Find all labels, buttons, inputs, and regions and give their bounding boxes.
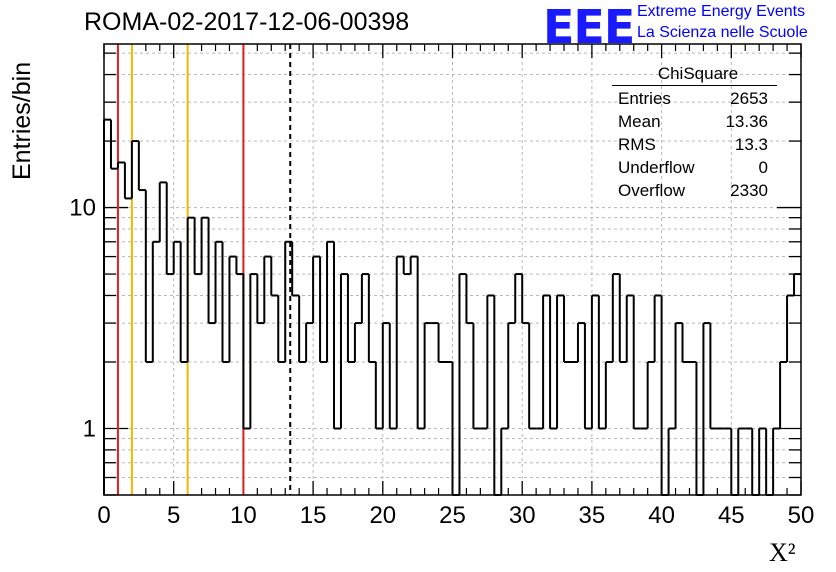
stats-label: RMS — [618, 135, 656, 154]
x-tick-label: 25 — [439, 502, 466, 529]
stats-label: Mean — [618, 112, 661, 131]
stats-separator — [612, 85, 777, 86]
stats-row: Entries 2653 — [609, 89, 777, 112]
x-axis-label: X² — [769, 538, 796, 567]
stats-label: Overflow — [618, 181, 686, 200]
stats-value: 13.3 — [734, 135, 768, 154]
plot-frame — [103, 43, 802, 496]
stats-label: Underflow — [618, 158, 695, 177]
chart-title: ROMA-02-2017-12-06-00398 — [84, 8, 410, 36]
x-tick-label: 10 — [230, 502, 257, 529]
stats-label: Entries — [618, 89, 671, 108]
stats-box: ChiSquare Entries 2653 Mean 13.36 RMS 13.3 … — [609, 64, 777, 204]
stats-value: 0 — [758, 158, 768, 177]
x-tick-label: 50 — [788, 502, 815, 529]
y-tick-label: 1 — [83, 415, 96, 442]
eee-logo: EEE — [543, 0, 635, 54]
x-tick-label: 15 — [300, 502, 327, 529]
x-tick-label: 5 — [167, 502, 180, 529]
stats-row: Overflow 2330 — [609, 181, 777, 204]
stats-value: 2330 — [730, 181, 768, 200]
x-tick-label: 0 — [97, 502, 110, 529]
tick-labels: 0 5 10 15 20 25 30 35 40 45 50 1 10 — [69, 195, 814, 529]
x-tick-label: 45 — [718, 502, 745, 529]
y-axis-label: Entries/bin — [8, 61, 36, 180]
stats-row: Mean 13.36 — [609, 112, 777, 135]
logo-line-1: Extreme Energy Events — [637, 3, 806, 20]
stats-value: 13.36 — [725, 112, 768, 131]
logo-line-2: La Scienza nelle Scuole — [637, 24, 808, 41]
stats-title: ChiSquare — [657, 64, 739, 83]
y-tick-label: 10 — [69, 195, 96, 222]
x-tick-label: 30 — [509, 502, 536, 529]
x-tick-label: 20 — [369, 502, 396, 529]
x-tick-label: 40 — [648, 502, 675, 529]
x-tick-label: 35 — [579, 502, 606, 529]
stats-value: 2653 — [730, 89, 768, 108]
stats-row: Underflow 0 — [609, 158, 777, 181]
stats-row: RMS 13.3 — [609, 135, 777, 158]
